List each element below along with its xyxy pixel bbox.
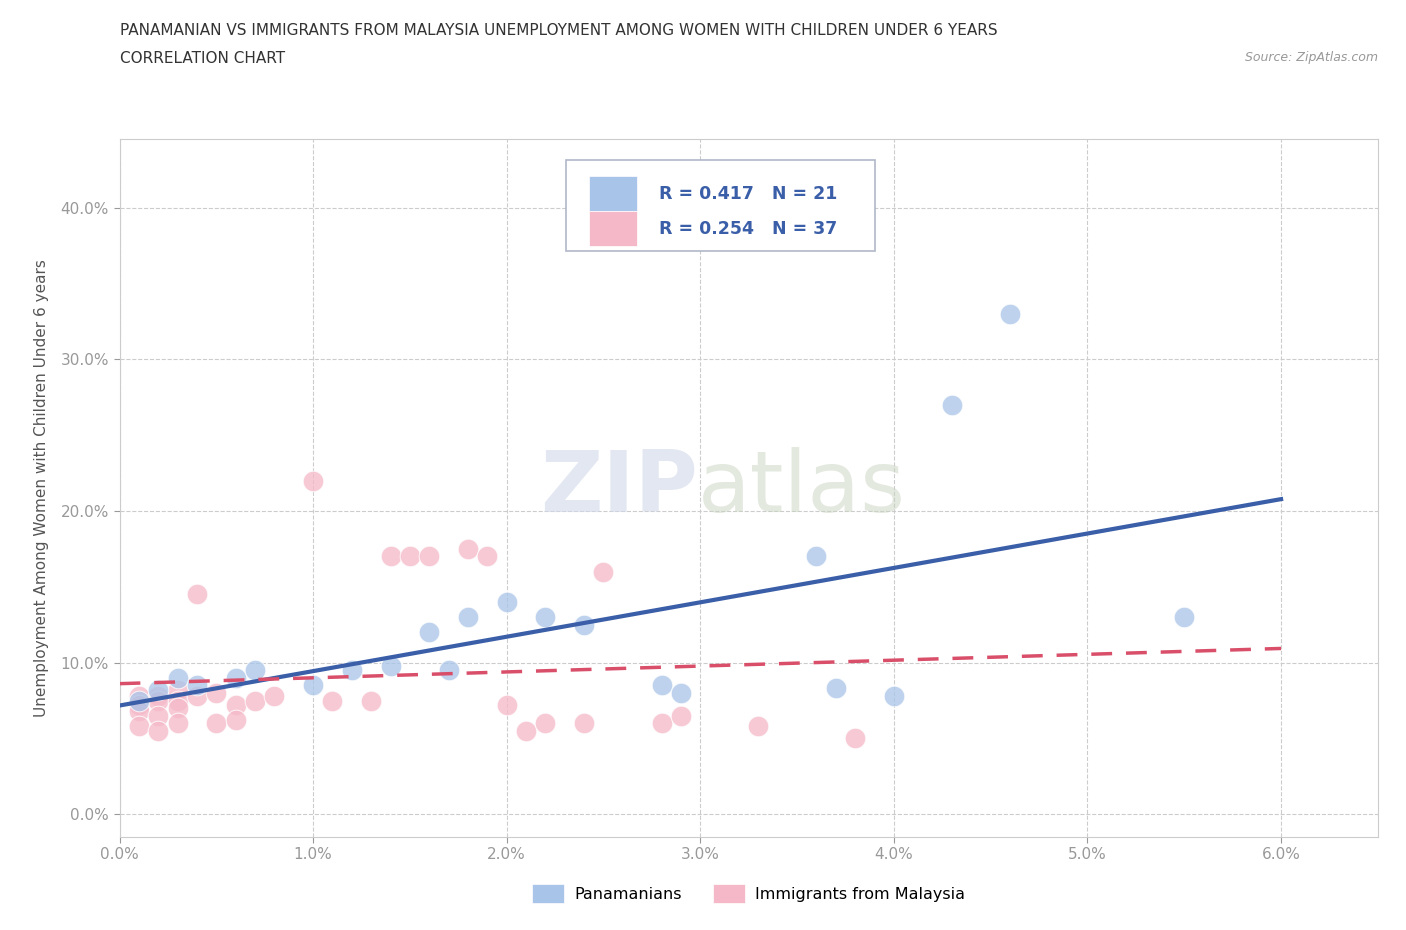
Point bbox=[457, 610, 479, 625]
Point bbox=[148, 688, 170, 703]
Point bbox=[515, 724, 537, 738]
Text: Source: ZipAtlas.com: Source: ZipAtlas.com bbox=[1244, 51, 1378, 64]
Point bbox=[128, 704, 150, 719]
Point bbox=[166, 716, 188, 731]
Point bbox=[225, 712, 247, 727]
Point bbox=[166, 671, 188, 685]
Point bbox=[592, 565, 614, 579]
Point bbox=[669, 709, 692, 724]
Text: CORRELATION CHART: CORRELATION CHART bbox=[120, 51, 284, 66]
FancyBboxPatch shape bbox=[589, 177, 637, 211]
Point bbox=[495, 594, 517, 609]
Point bbox=[148, 693, 170, 708]
Point bbox=[477, 549, 499, 564]
Point bbox=[166, 693, 188, 708]
Point bbox=[205, 685, 228, 700]
Point bbox=[380, 549, 402, 564]
Point bbox=[844, 731, 866, 746]
Point bbox=[418, 549, 440, 564]
Point bbox=[669, 685, 692, 700]
Point bbox=[148, 683, 170, 698]
Point bbox=[243, 693, 266, 708]
Point bbox=[572, 618, 595, 632]
Point bbox=[302, 473, 325, 488]
Text: R = 0.417   N = 21: R = 0.417 N = 21 bbox=[659, 185, 838, 203]
Point bbox=[941, 397, 963, 412]
Point bbox=[651, 716, 673, 731]
Point bbox=[998, 307, 1021, 322]
Point bbox=[437, 663, 460, 678]
Point bbox=[225, 698, 247, 712]
Point bbox=[572, 716, 595, 731]
Point bbox=[128, 698, 150, 712]
Y-axis label: Unemployment Among Women with Children Under 6 years: Unemployment Among Women with Children U… bbox=[35, 259, 49, 717]
Point bbox=[534, 610, 557, 625]
Point bbox=[824, 681, 846, 696]
FancyBboxPatch shape bbox=[589, 211, 637, 246]
Point bbox=[128, 688, 150, 703]
Point bbox=[148, 724, 170, 738]
Point bbox=[399, 549, 422, 564]
Point bbox=[186, 587, 208, 602]
Point bbox=[243, 663, 266, 678]
Point bbox=[534, 716, 557, 731]
Point bbox=[263, 688, 285, 703]
Point bbox=[360, 693, 382, 708]
Legend: Panamanians, Immigrants from Malaysia: Panamanians, Immigrants from Malaysia bbox=[526, 878, 972, 910]
Text: R = 0.254   N = 37: R = 0.254 N = 37 bbox=[659, 219, 838, 238]
Point bbox=[418, 625, 440, 640]
Point bbox=[148, 709, 170, 724]
Point bbox=[747, 719, 769, 734]
Point bbox=[128, 719, 150, 734]
Point bbox=[806, 549, 828, 564]
Point bbox=[651, 678, 673, 693]
Point bbox=[457, 541, 479, 556]
Point bbox=[225, 671, 247, 685]
Point bbox=[321, 693, 343, 708]
Point bbox=[495, 698, 517, 712]
Point bbox=[883, 688, 905, 703]
FancyBboxPatch shape bbox=[567, 161, 875, 251]
Point bbox=[166, 683, 188, 698]
Point bbox=[380, 658, 402, 673]
Text: PANAMANIAN VS IMMIGRANTS FROM MALAYSIA UNEMPLOYMENT AMONG WOMEN WITH CHILDREN UN: PANAMANIAN VS IMMIGRANTS FROM MALAYSIA U… bbox=[120, 23, 997, 38]
Point bbox=[128, 693, 150, 708]
Point bbox=[340, 663, 363, 678]
Point bbox=[186, 678, 208, 693]
Point bbox=[1173, 610, 1195, 625]
Point bbox=[205, 716, 228, 731]
Text: atlas: atlas bbox=[699, 446, 907, 530]
Point bbox=[166, 700, 188, 715]
Point bbox=[302, 678, 325, 693]
Point bbox=[186, 688, 208, 703]
Text: ZIP: ZIP bbox=[541, 446, 699, 530]
